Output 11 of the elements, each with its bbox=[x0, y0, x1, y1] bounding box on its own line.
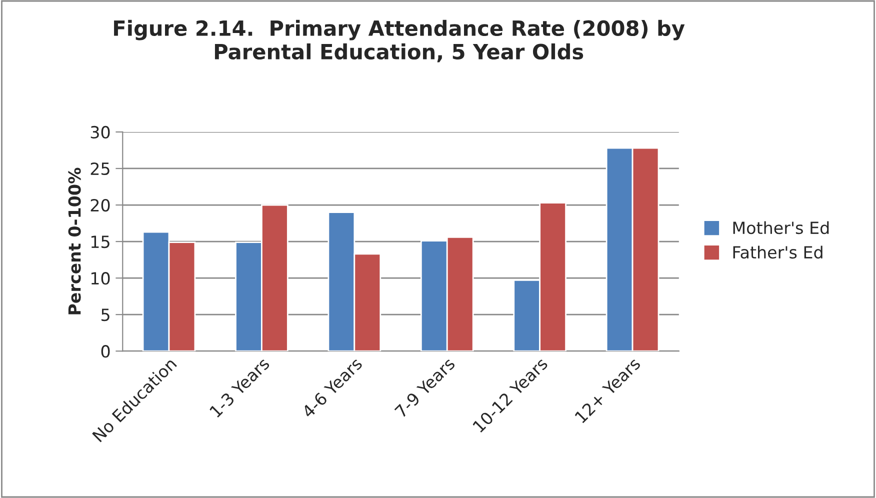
legend-label: Father's Ed bbox=[733, 246, 822, 259]
y-tick-label: 10 bbox=[91, 272, 110, 285]
y-axis-title: Percent 0-100% bbox=[68, 168, 81, 314]
y-tick-label: 0 bbox=[101, 345, 110, 358]
y-tick-label: 20 bbox=[90, 198, 110, 212]
y-tick-label: 30 bbox=[90, 126, 110, 139]
y-tick-label: 25 bbox=[90, 162, 110, 176]
y-tick-label: 15 bbox=[91, 236, 110, 248]
y-tick-label: 5 bbox=[102, 308, 110, 322]
chart-title: Figure 2.14. Primary Attendance Rate (2008) by Parental Education, 5 Year Olds bbox=[114, 20, 685, 62]
legend-label: Mother's Ed bbox=[733, 221, 829, 234]
